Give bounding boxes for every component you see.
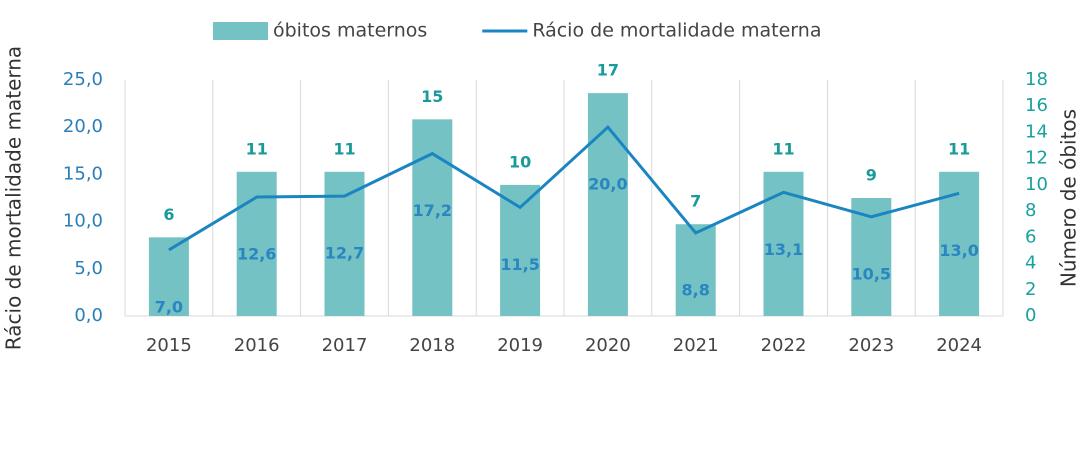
y2-tick-label: 16 xyxy=(1025,95,1048,116)
x-tick-label: 2017 xyxy=(322,335,368,356)
bar xyxy=(500,184,541,316)
y2-tick-label: 2 xyxy=(1025,279,1036,300)
bar-value-label: 11 xyxy=(772,139,794,158)
y2-tick-label: 14 xyxy=(1025,121,1048,142)
y-tick-label: 5,0 xyxy=(74,258,103,279)
x-tick-label: 2019 xyxy=(497,335,543,356)
x-tick-label: 2024 xyxy=(936,335,982,356)
legend-swatch xyxy=(213,22,268,40)
line-value-label: 7,0 xyxy=(155,297,183,316)
line-value-label: 12,7 xyxy=(325,244,364,263)
y-tick-label: 10,0 xyxy=(63,211,103,232)
line-value-label: 13,1 xyxy=(764,240,803,259)
line-value-label: 10,5 xyxy=(852,264,891,283)
y-tick-label: 25,0 xyxy=(63,69,103,90)
y2-tick-label: 4 xyxy=(1025,253,1036,274)
line xyxy=(168,125,960,252)
y-tick-label: 15,0 xyxy=(63,163,103,184)
x-tick-label: 2023 xyxy=(848,335,894,356)
y2-axis-title: Número de óbitos xyxy=(1057,109,1081,287)
x-tick-label: 2015 xyxy=(146,335,192,356)
bar-value-label: 11 xyxy=(948,139,970,158)
line-value-label: 12,6 xyxy=(237,245,276,264)
y2-tick-label: 18 xyxy=(1025,69,1048,90)
line-value-label: 11,5 xyxy=(500,255,539,274)
legend-label: Rácio de mortalidade materna xyxy=(532,20,821,42)
y2-tick-label: 12 xyxy=(1025,148,1048,169)
bar xyxy=(675,224,716,316)
bar-value-label: 17 xyxy=(597,61,619,80)
bar xyxy=(587,93,628,316)
y2-tick-label: 0 xyxy=(1025,305,1036,326)
legend-label: óbitos maternos xyxy=(273,20,427,42)
x-tick-label: 2021 xyxy=(673,335,719,356)
line-value-label: 13,0 xyxy=(939,241,978,260)
line-value-label: 8,8 xyxy=(682,280,710,299)
x-tick-label: 2016 xyxy=(234,335,280,356)
x-tick-label: 2020 xyxy=(585,335,631,356)
y-tick-label: 0,0 xyxy=(74,305,103,326)
bar xyxy=(148,237,189,316)
bar-value-label: 10 xyxy=(509,152,531,171)
y-tick-label: 20,0 xyxy=(63,116,103,137)
x-tick-label: 2022 xyxy=(761,335,807,356)
y2-tick-label: 6 xyxy=(1025,226,1036,247)
line-value-label: 20,0 xyxy=(588,175,627,194)
x-tick-label: 2018 xyxy=(409,335,455,356)
bar-value-label: 6 xyxy=(163,205,174,224)
bar-value-label: 11 xyxy=(333,139,355,158)
y-axis-title: Rácio de mortalidade materna xyxy=(2,46,26,350)
bar-value-label: 11 xyxy=(246,139,268,158)
y2-tick-label: 8 xyxy=(1025,200,1036,221)
bar-value-label: 7 xyxy=(690,192,701,211)
bar-value-label: 9 xyxy=(866,166,877,185)
line-value-label: 17,2 xyxy=(413,201,452,220)
y2-tick-label: 10 xyxy=(1025,174,1048,195)
bar-value-label: 15 xyxy=(421,87,443,106)
